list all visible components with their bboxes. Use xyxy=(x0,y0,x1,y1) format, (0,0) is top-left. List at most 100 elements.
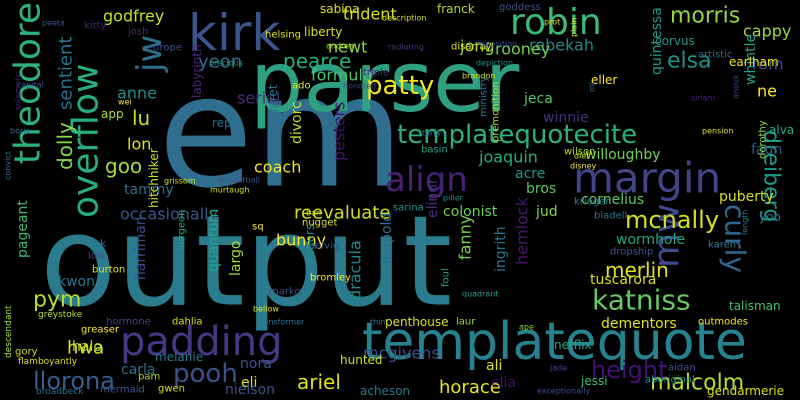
word-ne: ne xyxy=(757,82,777,101)
word-anne: anne xyxy=(117,84,157,103)
word-description: description xyxy=(382,14,426,23)
word-joaquin: joaquin xyxy=(478,148,538,167)
word-nugget: nugget xyxy=(302,218,338,229)
word-siriani: siriani xyxy=(691,94,715,103)
word-flamboyantly: flamboyantly xyxy=(18,357,78,367)
word-padding: padding xyxy=(120,319,283,365)
word-dorothy: dorothy xyxy=(758,120,769,159)
word-divorc: divorc xyxy=(289,101,305,144)
word-foul: foul xyxy=(441,268,452,287)
word-nora: nora xyxy=(240,356,272,372)
word-app: app xyxy=(101,107,124,121)
word-templatequote: templatequote xyxy=(362,312,747,372)
word-lu: lu xyxy=(132,106,150,130)
word-plain: plain xyxy=(570,18,579,38)
word-earlham: earlham xyxy=(729,55,779,69)
word-largo: largo xyxy=(228,241,244,276)
word-elia: elia xyxy=(491,375,516,391)
word-rogers: rogers xyxy=(303,224,317,262)
word-greaser: greaser xyxy=(81,325,120,336)
word-horace: horace xyxy=(439,377,501,398)
word-dreiberg: dreiberg xyxy=(759,130,784,222)
word-em: em xyxy=(158,42,404,223)
word-overflow: overflow xyxy=(66,64,107,218)
word-ban: ban xyxy=(306,209,321,218)
word-franck: franck xyxy=(437,2,475,16)
word-coach: coach xyxy=(254,158,301,177)
word-triple: triple xyxy=(363,68,389,79)
word-bladell: bladell xyxy=(594,211,627,222)
word-hunted: hunted xyxy=(340,353,383,367)
word-sq: sq xyxy=(252,222,264,233)
word-margaret: margaret xyxy=(266,84,280,140)
word-ado: ado xyxy=(292,81,311,92)
word-tarry: tarry xyxy=(422,129,441,138)
word-liberty: liberty xyxy=(304,25,342,39)
word-pam: pam xyxy=(138,372,160,383)
word-puberty: puberty xyxy=(719,189,774,205)
word-faun: faun xyxy=(751,142,782,158)
word-curly: curly xyxy=(719,204,752,273)
word-gwen: gwen xyxy=(158,384,185,395)
word-align: align xyxy=(385,160,468,200)
word-fanny: fanny xyxy=(456,215,475,260)
word-alva: alva xyxy=(769,123,794,137)
word-prot: prot xyxy=(544,18,560,27)
word-surgeon: surgeon xyxy=(177,210,188,250)
word-robin: robin xyxy=(510,2,602,43)
word-rebekah: rebekah xyxy=(529,36,594,55)
word-sarina: sarina xyxy=(393,203,424,214)
word-yeon: yeon xyxy=(198,52,242,73)
word-pesters: pesters xyxy=(330,102,349,161)
word-whintle: whintle xyxy=(743,34,759,85)
word-lon: lon xyxy=(127,135,151,154)
word-templatequotecite: templatequotecite xyxy=(397,120,637,150)
word-jessi: jessi xyxy=(580,374,608,388)
word-ministry: ministry xyxy=(479,76,490,117)
word-output: output xyxy=(40,190,452,335)
word-repo: repo xyxy=(212,116,239,130)
word-elinor: elinor xyxy=(425,178,441,218)
word-theodore: theodore xyxy=(8,2,49,164)
word-gory: gory xyxy=(15,347,38,358)
word-sabina: sabina xyxy=(320,2,360,16)
word-capital: capital xyxy=(17,81,44,90)
word-piller: piller xyxy=(443,194,464,203)
word-corvus: corvus xyxy=(655,34,695,48)
word-eller: eller xyxy=(591,73,617,87)
word-sentient: sentient xyxy=(56,37,77,110)
word-jw: jw xyxy=(130,35,170,73)
word-anouk: anouk xyxy=(732,74,741,99)
word-laur: laur xyxy=(456,317,476,328)
word-jeca: jeca xyxy=(523,91,553,107)
word-pension: pension xyxy=(702,127,733,136)
word-llorona: llorona xyxy=(33,367,115,395)
word-quantum: quantum xyxy=(206,209,222,272)
word-descendant: descendant xyxy=(4,305,14,358)
word-patty: patty xyxy=(366,71,434,101)
word-transformer: transformer xyxy=(257,318,305,327)
word-kwon: kwon xyxy=(58,274,95,290)
word-serial: serial xyxy=(237,89,280,108)
word-lois: lois xyxy=(88,251,105,262)
word-mcnally: mcnally xyxy=(625,206,719,234)
word-nielson: nielson xyxy=(225,382,275,398)
word-convict: convict xyxy=(4,151,13,180)
word-andrea: andrea xyxy=(326,42,354,51)
word-wormhole: wormhole xyxy=(616,232,685,248)
word-wilson: wilson xyxy=(564,147,595,158)
word-goo: goo xyxy=(105,154,142,178)
word-jud: jud xyxy=(535,204,558,220)
word-occasionally: occasionally xyxy=(120,205,218,224)
word-acre: acre xyxy=(515,166,545,182)
word-diet: diet xyxy=(574,152,589,161)
word-broadbeck: broadbeck xyxy=(36,387,84,397)
word-basketball: basketball xyxy=(219,176,260,185)
word-ali: ali xyxy=(486,358,502,374)
word-kirk: kirk xyxy=(188,4,280,62)
word-disposition: disposition xyxy=(474,40,517,49)
word-trident: trident xyxy=(343,5,397,24)
word-morris: morris xyxy=(670,4,740,29)
